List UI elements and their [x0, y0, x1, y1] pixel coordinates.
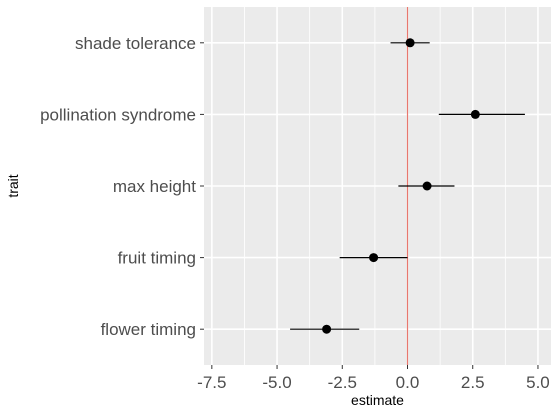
y-tick-label: pollination syndrome [40, 105, 196, 124]
x-axis-ticks: -7.5 -5.0 -2.5 0.0 2.5 5.0 [197, 365, 550, 392]
x-tick-label: 5.0 [526, 373, 550, 392]
x-tick-label: 0.0 [396, 373, 420, 392]
points [322, 38, 480, 334]
x-axis-title: estimate [351, 392, 404, 408]
y-tick-label: max height [113, 177, 196, 196]
x-tick-label: -7.5 [197, 373, 226, 392]
y-tick-label: shade tolerance [75, 34, 196, 53]
data-point [405, 38, 415, 48]
data-point [369, 253, 379, 263]
x-tick-label: -5.0 [262, 373, 291, 392]
y-axis-title: trait [5, 174, 21, 197]
x-tick-label: 2.5 [461, 373, 485, 392]
data-point [470, 109, 480, 119]
data-point [422, 181, 432, 191]
y-axis-ticks: flower timing fruit timing max height polli… [40, 34, 204, 339]
x-tick-label: -2.5 [328, 373, 357, 392]
y-tick-label: flower timing [101, 320, 196, 339]
data-point [322, 324, 332, 334]
y-tick-label: fruit timing [118, 249, 196, 268]
